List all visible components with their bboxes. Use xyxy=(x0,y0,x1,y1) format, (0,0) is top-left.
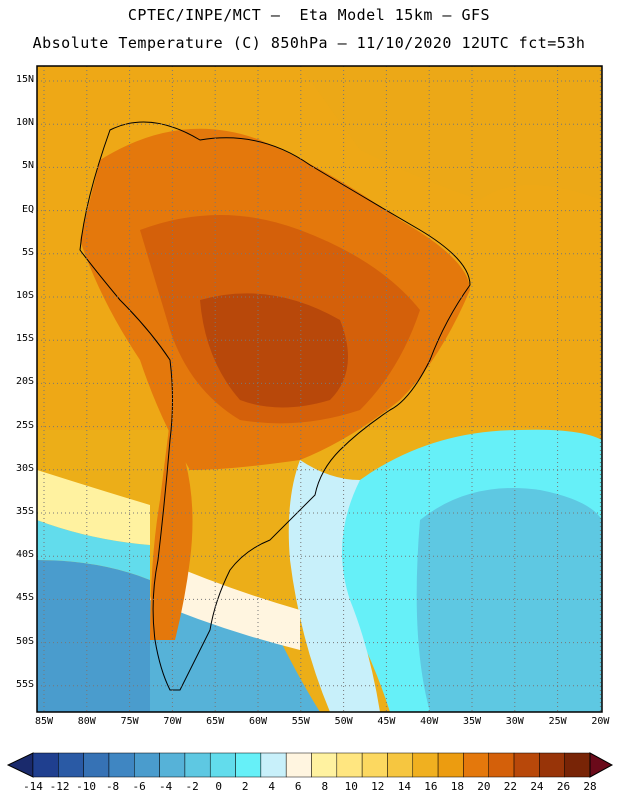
colorbar-max-arrow xyxy=(589,752,614,778)
colorbar-label: -8 xyxy=(105,780,120,793)
colorbar-label: 0 xyxy=(215,780,222,793)
lat-tick-label: 25S xyxy=(15,419,34,431)
lon-tick-label: 65W xyxy=(206,716,225,727)
field-andes xyxy=(150,420,193,640)
lon-tick-label: 35W xyxy=(462,716,482,727)
colorbar-swatch xyxy=(58,752,84,778)
field-colder-atlantic xyxy=(416,488,602,712)
colorbar-swatch xyxy=(235,752,262,778)
field-pacific-yellow xyxy=(37,470,150,545)
lon-tick-label: 80W xyxy=(77,716,96,727)
colorbar-swatch xyxy=(513,752,540,778)
map-frame xyxy=(36,65,603,713)
field-pale-band xyxy=(288,460,380,712)
field-hotspot xyxy=(200,293,348,408)
colorbar-swatch xyxy=(285,752,312,778)
colorbar-label: 4 xyxy=(268,780,276,793)
lat-tick-label: 15S xyxy=(15,333,34,345)
lat-tick-label: 10S xyxy=(15,290,34,301)
colorbar-swatch xyxy=(564,752,591,778)
field-patagonia-pale xyxy=(150,560,300,650)
field-patagonia-cold xyxy=(150,600,320,712)
lon-tick-label: 60W xyxy=(248,716,268,727)
colorbar-swatch xyxy=(437,752,464,778)
lon-tick-label: 40W xyxy=(420,716,439,727)
colorbar-swatch xyxy=(412,752,439,778)
colorbar-label: 14 xyxy=(397,780,411,793)
colorbar-label: 16 xyxy=(424,780,438,793)
lat-tick-label: EQ xyxy=(21,203,34,215)
lat-tick-label: 35S xyxy=(15,506,34,517)
colorbar-label: -2 xyxy=(185,780,199,793)
lon-tick-label: 70W xyxy=(163,716,182,727)
colorbar-label: 8 xyxy=(321,780,329,793)
colorbar-swatch xyxy=(184,752,211,778)
colorbar-label: -6 xyxy=(132,780,146,793)
field-cold-pacific xyxy=(37,560,150,712)
colorbar-swatch xyxy=(209,752,236,778)
lat-tick-label: 20S xyxy=(15,376,34,388)
colorbar-swatch xyxy=(159,752,186,778)
field-north-ocean xyxy=(300,66,602,200)
colorbar-swatch xyxy=(260,752,287,778)
colorbar-label: 18 xyxy=(450,780,464,793)
lat-tick-label: 30S xyxy=(15,462,34,474)
colorbar-label: 24 xyxy=(530,780,544,793)
lon-tick-label: 30W xyxy=(505,716,524,727)
lat-tick-label: 15N xyxy=(15,74,34,85)
colorbar-swatch xyxy=(539,752,565,778)
lat-tick-label: 5S xyxy=(21,246,34,258)
colorbar-swatch xyxy=(311,752,338,778)
lon-tick-label: 75W xyxy=(120,716,139,727)
colorbar-swatch xyxy=(463,752,489,778)
colorbar-swatch xyxy=(336,752,363,778)
colorbar-label: 22 xyxy=(503,780,518,793)
colorbar-label: 20 xyxy=(477,780,491,793)
lat-tick-label: 5N xyxy=(21,160,34,172)
lon-tick-label: 85W xyxy=(34,716,54,727)
colorbar-swatch xyxy=(361,752,388,778)
lon-tick-label: 50W xyxy=(334,716,353,727)
title-line-2: Absolute Temperature (C) 850hPa – 11/10/… xyxy=(32,34,586,52)
lat-tick-label: 10N xyxy=(15,117,34,129)
colorbar-label: 6 xyxy=(294,780,302,793)
south-america-coastline xyxy=(79,121,471,691)
colorbar-swatch xyxy=(387,752,414,778)
lon-tick-label: 55W xyxy=(291,716,310,727)
colorbar-label: -14 xyxy=(23,780,43,793)
colorbar-label: 26 xyxy=(556,780,571,793)
colorbar-swatch xyxy=(32,752,59,778)
colorbar xyxy=(6,752,614,778)
colorbar-label: 10 xyxy=(344,780,358,793)
title-line-1: CPTEC/INPE/MCT – Eta Model 15km – GFS xyxy=(127,6,491,24)
colorbar-label: -12 xyxy=(49,780,70,793)
colorbar-swatch xyxy=(134,752,160,778)
colorbar-label: -10 xyxy=(76,780,96,793)
colorbar-label: 12 xyxy=(371,780,385,793)
colorbar-label: -4 xyxy=(158,780,173,793)
colorbar-swatch xyxy=(83,752,110,778)
lon-tick-label: 20W xyxy=(591,716,610,727)
lat-tick-label: 50S xyxy=(15,635,34,647)
temperature-field xyxy=(37,66,602,712)
colorbar-label: 2 xyxy=(241,780,249,793)
lon-tick-label: 45W xyxy=(377,716,396,727)
field-pacific-band xyxy=(37,520,150,580)
lon-tick-label: 25W xyxy=(548,716,567,727)
colorbar-swatch xyxy=(488,752,515,778)
colorbar-label: 28 xyxy=(583,780,597,793)
colorbar-min-arrow xyxy=(6,752,34,778)
lat-tick-label: 40S xyxy=(15,549,34,561)
lat-tick-label: 55S xyxy=(15,678,34,690)
colorbar-swatch xyxy=(108,752,135,778)
lat-tick-label: 45S xyxy=(15,592,34,604)
